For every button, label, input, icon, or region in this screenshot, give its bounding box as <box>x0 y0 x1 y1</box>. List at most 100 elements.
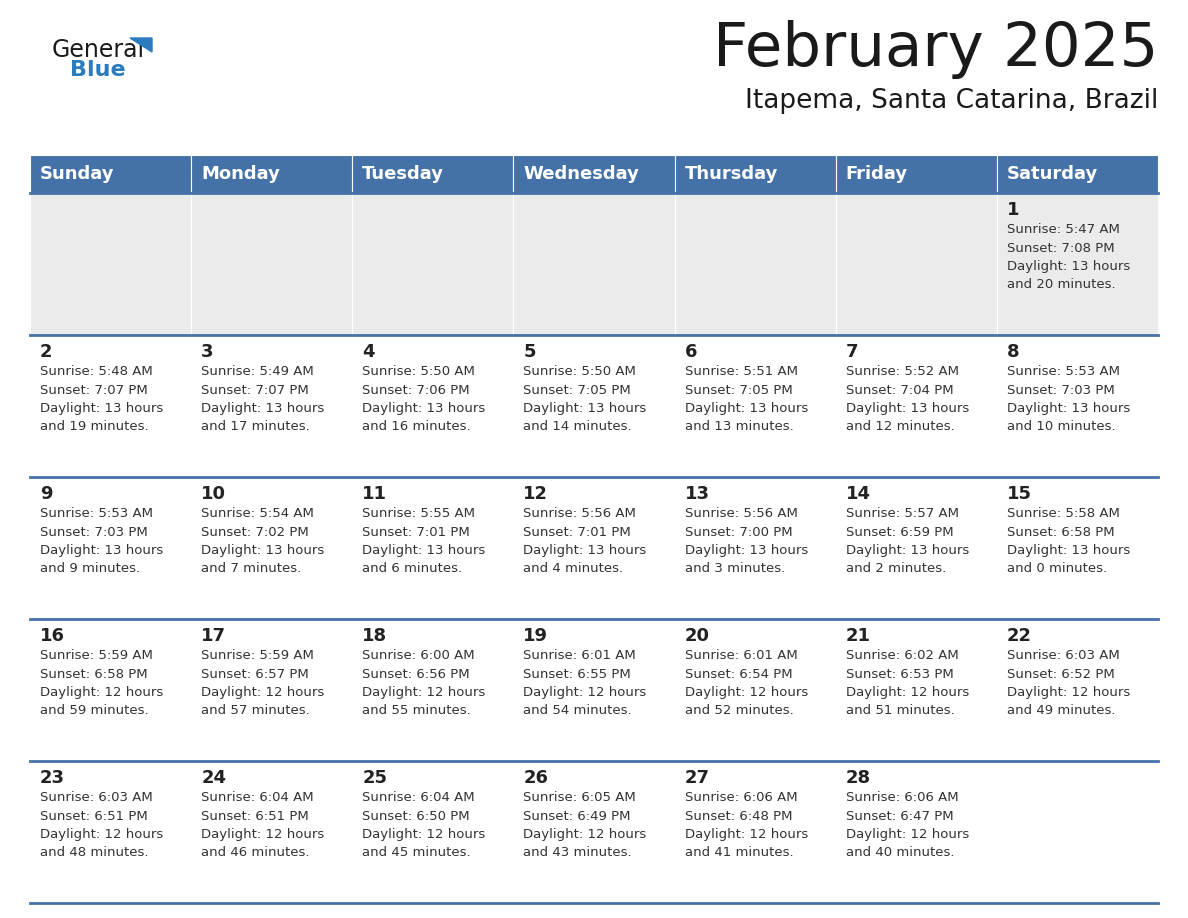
Text: Sunset: 7:04 PM: Sunset: 7:04 PM <box>846 384 953 397</box>
Text: Daylight: 13 hours: Daylight: 13 hours <box>846 544 969 557</box>
Text: Daylight: 12 hours: Daylight: 12 hours <box>362 828 486 841</box>
Text: 21: 21 <box>846 627 871 645</box>
Text: Daylight: 13 hours: Daylight: 13 hours <box>846 402 969 415</box>
Text: Sunday: Sunday <box>40 165 114 183</box>
Text: 22: 22 <box>1007 627 1032 645</box>
Text: Sunrise: 5:48 AM: Sunrise: 5:48 AM <box>40 365 153 378</box>
Text: Sunrise: 5:47 AM: Sunrise: 5:47 AM <box>1007 223 1120 236</box>
Text: and 17 minutes.: and 17 minutes. <box>201 420 310 433</box>
Text: 2: 2 <box>40 343 52 361</box>
Text: 11: 11 <box>362 485 387 503</box>
Text: Daylight: 13 hours: Daylight: 13 hours <box>684 544 808 557</box>
Text: Daylight: 13 hours: Daylight: 13 hours <box>201 402 324 415</box>
Bar <box>513 155 675 193</box>
Text: Sunset: 7:07 PM: Sunset: 7:07 PM <box>201 384 309 397</box>
Bar <box>835 761 997 903</box>
Text: 1: 1 <box>1007 201 1019 219</box>
Text: 17: 17 <box>201 627 226 645</box>
Text: Sunset: 6:56 PM: Sunset: 6:56 PM <box>362 667 470 680</box>
Text: and 45 minutes.: and 45 minutes. <box>362 846 470 859</box>
Bar <box>997 619 1158 761</box>
Text: 9: 9 <box>40 485 52 503</box>
Text: and 13 minutes.: and 13 minutes. <box>684 420 794 433</box>
Text: 13: 13 <box>684 485 709 503</box>
Text: and 59 minutes.: and 59 minutes. <box>40 704 148 718</box>
Text: Sunrise: 5:50 AM: Sunrise: 5:50 AM <box>524 365 637 378</box>
Text: Sunset: 7:07 PM: Sunset: 7:07 PM <box>40 384 147 397</box>
Text: Sunset: 6:51 PM: Sunset: 6:51 PM <box>201 810 309 823</box>
Text: Sunset: 7:06 PM: Sunset: 7:06 PM <box>362 384 470 397</box>
Text: Daylight: 12 hours: Daylight: 12 hours <box>846 686 969 699</box>
Text: 15: 15 <box>1007 485 1032 503</box>
Text: and 0 minutes.: and 0 minutes. <box>1007 563 1107 576</box>
Text: Sunrise: 5:59 AM: Sunrise: 5:59 AM <box>201 649 314 662</box>
Text: Itapema, Santa Catarina, Brazil: Itapema, Santa Catarina, Brazil <box>745 88 1158 114</box>
Text: Daylight: 13 hours: Daylight: 13 hours <box>40 402 163 415</box>
Text: Sunrise: 6:05 AM: Sunrise: 6:05 AM <box>524 791 637 804</box>
Text: Sunrise: 6:01 AM: Sunrise: 6:01 AM <box>524 649 637 662</box>
Bar <box>191 193 353 335</box>
Text: and 6 minutes.: and 6 minutes. <box>362 563 462 576</box>
Text: Sunrise: 6:00 AM: Sunrise: 6:00 AM <box>362 649 475 662</box>
Text: and 54 minutes.: and 54 minutes. <box>524 704 632 718</box>
Bar <box>997 335 1158 477</box>
Text: Tuesday: Tuesday <box>362 165 444 183</box>
Text: and 46 minutes.: and 46 minutes. <box>201 846 310 859</box>
Text: Sunset: 6:48 PM: Sunset: 6:48 PM <box>684 810 792 823</box>
Bar <box>675 477 835 619</box>
Text: and 43 minutes.: and 43 minutes. <box>524 846 632 859</box>
Text: and 9 minutes.: and 9 minutes. <box>40 563 140 576</box>
Text: 27: 27 <box>684 769 709 787</box>
Text: Sunset: 6:58 PM: Sunset: 6:58 PM <box>1007 525 1114 539</box>
Text: Daylight: 12 hours: Daylight: 12 hours <box>684 686 808 699</box>
Text: and 48 minutes.: and 48 minutes. <box>40 846 148 859</box>
Text: and 55 minutes.: and 55 minutes. <box>362 704 470 718</box>
Text: Daylight: 12 hours: Daylight: 12 hours <box>524 828 646 841</box>
Text: and 2 minutes.: and 2 minutes. <box>846 563 946 576</box>
Text: 10: 10 <box>201 485 226 503</box>
Bar <box>191 155 353 193</box>
Bar <box>353 155 513 193</box>
Text: and 51 minutes.: and 51 minutes. <box>846 704 954 718</box>
Text: 20: 20 <box>684 627 709 645</box>
Bar <box>675 761 835 903</box>
Text: Sunrise: 5:51 AM: Sunrise: 5:51 AM <box>684 365 797 378</box>
Text: Daylight: 13 hours: Daylight: 13 hours <box>684 402 808 415</box>
Text: Daylight: 12 hours: Daylight: 12 hours <box>362 686 486 699</box>
Bar <box>191 477 353 619</box>
Text: and 10 minutes.: and 10 minutes. <box>1007 420 1116 433</box>
Text: and 57 minutes.: and 57 minutes. <box>201 704 310 718</box>
Bar <box>30 155 191 193</box>
Text: Sunrise: 6:06 AM: Sunrise: 6:06 AM <box>684 791 797 804</box>
Text: Daylight: 12 hours: Daylight: 12 hours <box>684 828 808 841</box>
Text: 7: 7 <box>846 343 858 361</box>
Polygon shape <box>129 38 152 52</box>
Text: Blue: Blue <box>70 60 126 80</box>
Bar <box>835 335 997 477</box>
Text: Sunset: 7:08 PM: Sunset: 7:08 PM <box>1007 241 1114 254</box>
Text: Sunset: 6:51 PM: Sunset: 6:51 PM <box>40 810 147 823</box>
Bar <box>513 193 675 335</box>
Bar <box>835 193 997 335</box>
Text: and 14 minutes.: and 14 minutes. <box>524 420 632 433</box>
Text: Sunrise: 6:02 AM: Sunrise: 6:02 AM <box>846 649 959 662</box>
Text: Sunrise: 6:03 AM: Sunrise: 6:03 AM <box>1007 649 1119 662</box>
Text: Daylight: 13 hours: Daylight: 13 hours <box>201 544 324 557</box>
Bar <box>30 619 191 761</box>
Text: Sunset: 6:57 PM: Sunset: 6:57 PM <box>201 667 309 680</box>
Text: Wednesday: Wednesday <box>524 165 639 183</box>
Bar <box>835 155 997 193</box>
Text: 24: 24 <box>201 769 226 787</box>
Text: Sunrise: 5:57 AM: Sunrise: 5:57 AM <box>846 507 959 520</box>
Text: 6: 6 <box>684 343 697 361</box>
Text: Sunset: 7:02 PM: Sunset: 7:02 PM <box>201 525 309 539</box>
Text: Daylight: 13 hours: Daylight: 13 hours <box>1007 544 1130 557</box>
Bar <box>191 761 353 903</box>
Bar <box>997 761 1158 903</box>
Text: Sunset: 6:58 PM: Sunset: 6:58 PM <box>40 667 147 680</box>
Text: Sunset: 7:01 PM: Sunset: 7:01 PM <box>524 525 631 539</box>
Text: General: General <box>52 38 145 62</box>
Bar <box>675 193 835 335</box>
Text: 3: 3 <box>201 343 214 361</box>
Text: and 40 minutes.: and 40 minutes. <box>846 846 954 859</box>
